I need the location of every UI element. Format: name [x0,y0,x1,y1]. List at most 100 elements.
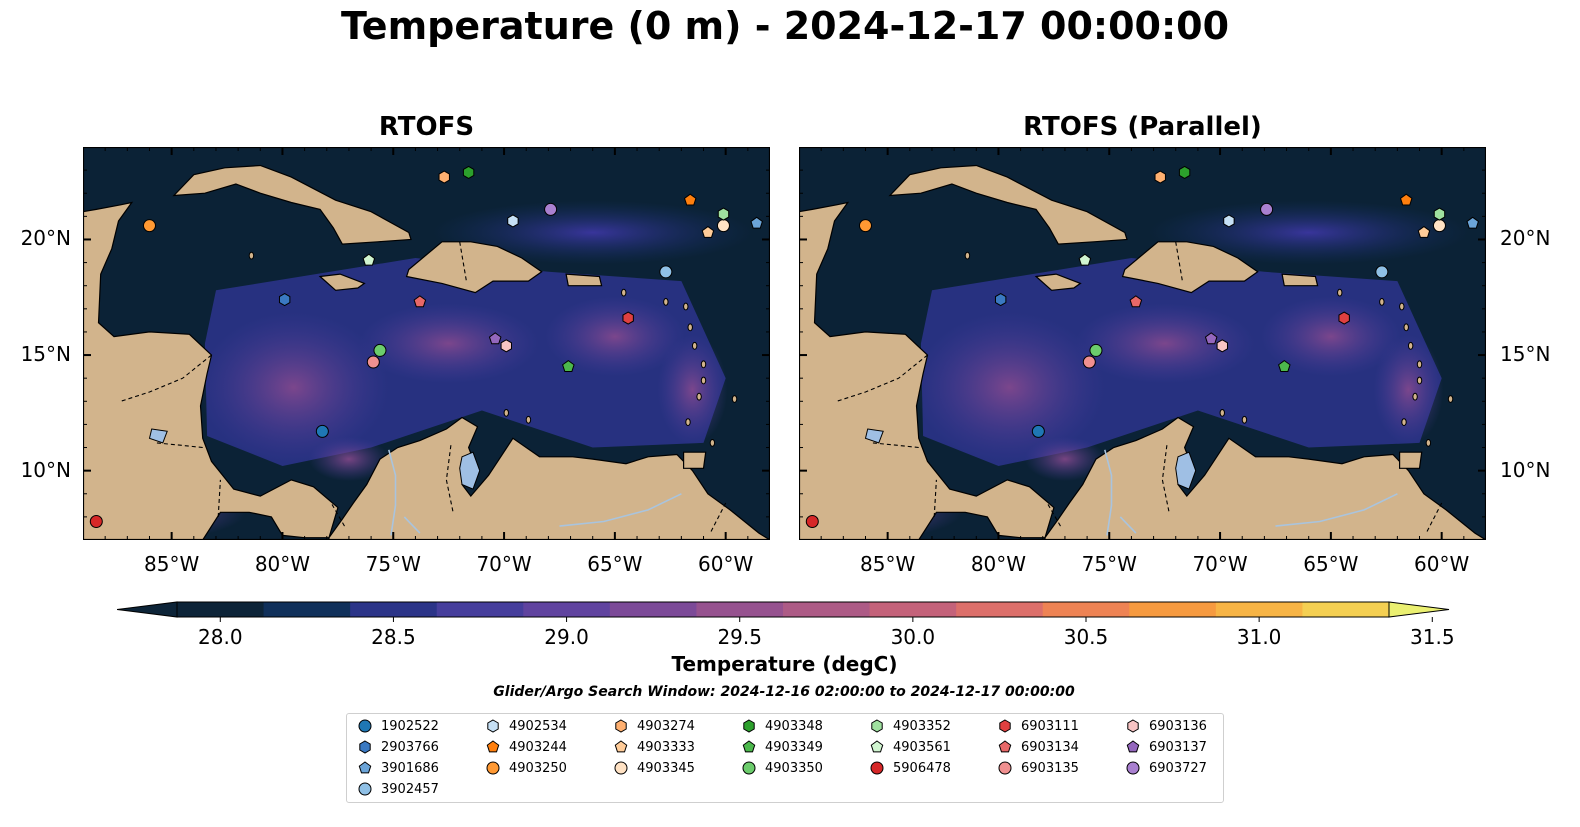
colorbar-segment [436,602,524,617]
river-0 [1104,449,1113,536]
legend-item-4903348: 4903348 [741,717,823,735]
colorbar-segment [869,602,957,617]
river-2 [403,516,421,534]
small-island-12 [248,251,255,260]
legend-label: 5906478 [893,760,951,776]
legend-item-2903766: 2903766 [357,738,439,756]
land-central-america [83,147,339,540]
float-marker-6903136 [1216,339,1228,353]
circle-marker-icon [358,782,372,796]
country-border-6 [1425,502,1443,534]
small-island-8 [709,439,716,447]
river-0 [388,449,397,536]
legend-item-5906478: 5906478 [869,759,951,777]
lat-tick-label-right: 10°N [1500,457,1551,482]
hexagon-marker-icon [999,719,1011,733]
small-island-0 [691,341,698,350]
float-marker-3901686 [750,216,763,229]
float-marker-4902534 [1223,214,1235,228]
small-island-12 [964,251,971,260]
small-island-7 [1379,297,1385,306]
temperature-colorbar: 28.0 28.5 29.0 29.5 30.0 30.5 31.0 31.5 [117,601,1455,649]
colorbar-max-extension [1388,601,1450,618]
colorbar-tick-label: 29.0 [544,625,589,649]
float-marker-4903244 [683,193,697,206]
float-marker-4903349 [1278,360,1291,372]
river-2 [1119,516,1137,534]
float-marker-5906478 [89,515,103,529]
legend-label: 4903352 [893,718,951,734]
country-border-4 [1161,445,1170,513]
legend-label: 3901686 [381,760,439,776]
land-south-america [1044,416,1486,540]
hexagon-marker-icon [615,719,627,733]
float-marker-6903135 [1082,355,1096,369]
legend-item-6903134: 6903134 [997,738,1079,756]
colorbar-segment [956,602,1044,617]
colorbar-segment [609,602,697,617]
lon-tick-label: 75°W [365,552,421,576]
lon-tick-label: 60°W [698,552,754,576]
float-legend: 1902522 2903766 3901686 3902457 4902534 49032… [346,713,1224,803]
legend-label: 4903349 [765,739,823,755]
land-puerto-rico [1281,273,1319,287]
warm-eddy-0 [198,312,389,463]
small-island-2 [700,376,707,385]
lon-tick-label: 85°W [144,552,200,576]
lake-maracaibo [459,451,481,490]
colorbar-outline [176,601,1390,618]
float-marker-4903274 [1154,170,1166,184]
figure-title: Temperature (0 m) - 2024-12-17 00:00:00 [340,4,1230,48]
small-island-10 [1241,415,1248,424]
legend-item-4903345: 4903345 [613,759,695,777]
circle-marker-icon [358,719,372,733]
search-window-text: Glider/Argo Search Window: 2024-12-16 02… [493,684,1075,700]
legend-label: 4903345 [637,760,695,776]
lon-tick-label: 80°W [970,552,1027,576]
circle-marker-icon [998,761,1012,775]
legend-item-6903136: 6903136 [1125,717,1207,735]
panel-title-rtofs-parallel: RTOFS (Parallel) [1023,112,1262,142]
small-island-11 [503,408,509,417]
warm-eddy-1 [1074,303,1255,384]
warm-eddy-1 [358,303,539,384]
float-marker-4903561 [362,253,376,266]
float-marker-4903350 [373,343,387,357]
lon-tick-label: 65°W [1303,552,1359,576]
small-island-13 [621,288,627,297]
small-island-4 [1401,418,1407,427]
small-island-4 [685,418,691,427]
colorbar-tick-label: 30.0 [891,625,936,649]
float-marker-1902522 [1031,424,1045,438]
float-marker-6903135 [366,355,380,369]
land-trinidad [682,451,707,469]
small-island-2 [1416,376,1423,385]
colorbar-tick-label: 29.5 [717,625,762,649]
legend-label: 4903274 [637,718,695,734]
float-marker-6903134 [1129,295,1143,308]
colorbar-min-extension [117,601,178,618]
country-border-4 [445,445,454,513]
float-marker-6903111 [1338,311,1350,325]
circle-marker-icon [1126,761,1140,775]
warm-eddy-4 [1024,437,1105,482]
pentagon-marker-icon [998,740,1012,753]
colorbar-segment [1042,602,1130,617]
legend-item-4903350: 4903350 [741,759,823,777]
lon-tick-label: 80°W [254,552,311,576]
colorbar-tick-label: 28.0 [198,625,243,649]
land-jamaica [1034,273,1082,291]
small-island-10 [525,415,532,424]
small-island-0 [1407,341,1414,350]
float-marker-4903274 [438,170,450,184]
lat-tick-label-left: 10°N [20,457,71,482]
legend-item-3902457: 3902457 [357,780,439,798]
colorbar-tick-label: 31.0 [1237,625,1282,649]
pentagon-marker-icon [486,740,500,753]
lake-nicaragua [864,428,884,444]
small-island-13 [1337,288,1343,297]
legend-label: 6903134 [1021,739,1079,755]
hexagon-marker-icon [487,719,499,733]
lon-tick-label: 85°W [860,552,916,576]
colorbar-label: Temperature (degC) [671,652,898,676]
